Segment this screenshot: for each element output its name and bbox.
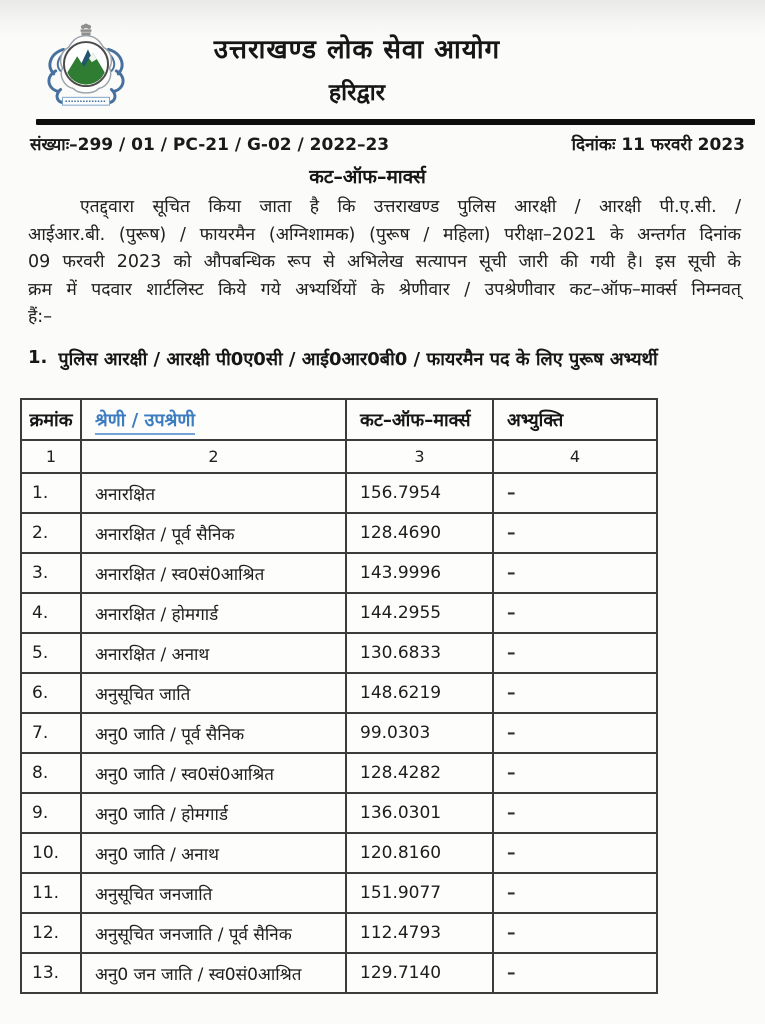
category-cell: अनारक्षित / अनाथ bbox=[80, 632, 347, 674]
paragraph-line: हैं:– bbox=[28, 307, 52, 328]
marks-cell: 151.9077 bbox=[345, 872, 494, 914]
remark-cell: – bbox=[492, 672, 658, 714]
remark-cell: – bbox=[492, 472, 658, 514]
serial-cell: 5. bbox=[20, 632, 82, 674]
category-cell: अनारक्षित / होमगार्ड bbox=[80, 592, 347, 634]
table-row: 13. अनु0 जन जाति / स्व0सं0आश्रित 129.714… bbox=[20, 952, 658, 994]
table-row: 4. अनारक्षित / होमगार्ड 144.2955 – bbox=[20, 592, 658, 634]
marks-cell: 128.4690 bbox=[345, 512, 494, 554]
serial-cell: 4. bbox=[20, 592, 82, 634]
reference-line: संख्याः–299 / 01 / PC-21 / G-02 / 2022–2… bbox=[30, 132, 745, 155]
serial-cell: 11. bbox=[20, 872, 82, 914]
table-row: 2. अनारक्षित / पूर्व सैनिक 128.4690 – bbox=[20, 512, 658, 554]
serial-cell: 2. bbox=[20, 512, 82, 554]
category-cell: अनुसूचित जनजाति / पूर्व सैनिक bbox=[80, 912, 347, 954]
paragraph-line: क्रम में पदवार शार्टलिस्ट किये गये अभ्यर… bbox=[28, 279, 741, 300]
category-cell: अनुसूचित जाति bbox=[80, 672, 347, 714]
serial-cell: 9. bbox=[20, 792, 82, 834]
issue-date: दिनांकः 11 फरवरी 2023 bbox=[571, 135, 745, 155]
col-header-marks: कट–ऑफ–मार्क्स bbox=[345, 398, 494, 441]
category-cell: अनु0 जाति / स्व0सं0आश्रित bbox=[80, 752, 347, 794]
marks-cell: 136.0301 bbox=[345, 792, 494, 834]
serial-cell: 12. bbox=[20, 912, 82, 954]
remark-cell: – bbox=[492, 832, 658, 874]
section-heading-text: पुलिस आरक्षी / आरक्षी पी0ए0सी / आई0आर0बी… bbox=[58, 349, 658, 370]
column-number: 3 bbox=[345, 439, 494, 474]
category-cell: अनु0 जन जाति / स्व0सं0आश्रित bbox=[80, 952, 347, 994]
marks-cell: 99.0303 bbox=[345, 712, 494, 754]
col-header-remark: अभ्युक्ति bbox=[492, 398, 658, 441]
remark-cell: – bbox=[492, 552, 658, 594]
cutoff-marks-table: क्रमांक श्रेणी / उपश्रेणी कट–ऑफ–मार्क्स … bbox=[20, 398, 658, 994]
serial-cell: 10. bbox=[20, 832, 82, 874]
table-header-row: क्रमांक श्रेणी / उपश्रेणी कट–ऑफ–मार्क्स … bbox=[20, 398, 658, 441]
ref-number: संख्याः–299 / 01 / PC-21 / G-02 / 2022–2… bbox=[30, 135, 390, 155]
category-cell: अनारक्षित / स्व0सं0आश्रित bbox=[80, 552, 347, 594]
remark-cell: – bbox=[492, 592, 658, 634]
column-number-row: 1 2 3 4 bbox=[20, 439, 658, 474]
paragraph-line: 09 फरवरी 2023 को औपबन्धिक रूप से अभिलेख … bbox=[28, 252, 741, 273]
table-row: 3. अनारक्षित / स्व0सं0आश्रित 143.9996 – bbox=[20, 552, 658, 594]
remark-cell: – bbox=[492, 632, 658, 674]
marks-cell: 156.7954 bbox=[345, 472, 494, 514]
column-number: 2 bbox=[80, 439, 347, 474]
category-cell: अनु0 जाति / होमगार्ड bbox=[80, 792, 347, 834]
marks-cell: 120.8160 bbox=[345, 832, 494, 874]
table-row: 8. अनु0 जाति / स्व0सं0आश्रित 128.4282 – bbox=[20, 752, 658, 794]
marks-cell: 130.6833 bbox=[345, 632, 494, 674]
marks-cell: 148.6219 bbox=[345, 672, 494, 714]
table-row: 11. अनुसूचित जनजाति 151.9077 – bbox=[20, 872, 658, 914]
org-place: हरिद्वार bbox=[328, 80, 386, 106]
table-row: 1. अनारक्षित 156.7954 – bbox=[20, 472, 658, 514]
subject-title: कट–ऑफ–मार्क्स bbox=[309, 166, 426, 188]
col-header-category: श्रेणी / उपश्रेणी bbox=[80, 398, 347, 441]
section-heading: 1. पुलिस आरक्षी / आरक्षी पी0ए0सी / आई0आर… bbox=[28, 347, 745, 371]
table-row: 5. अनारक्षित / अनाथ 130.6833 – bbox=[20, 632, 658, 674]
table-row: 12. अनुसूचित जनजाति / पूर्व सैनिक 112.47… bbox=[20, 912, 658, 954]
remark-cell: – bbox=[492, 872, 658, 914]
table-row: 10. अनु0 जाति / अनाथ 120.8160 – bbox=[20, 832, 658, 874]
remark-cell: – bbox=[492, 752, 658, 794]
category-cell: अनारक्षित / पूर्व सैनिक bbox=[80, 512, 347, 554]
serial-cell: 3. bbox=[20, 552, 82, 594]
remark-cell: – bbox=[492, 712, 658, 754]
category-cell: अनारक्षित bbox=[80, 472, 347, 514]
serial-cell: 6. bbox=[20, 672, 82, 714]
org-name: उत्तराखण्ड लोक सेवा आयोग bbox=[213, 35, 501, 65]
marks-cell: 112.4793 bbox=[345, 912, 494, 954]
marks-cell: 144.2955 bbox=[345, 592, 494, 634]
paragraph-line: एतद्द्वारा सूचित किया जाता है कि उत्तराख… bbox=[80, 197, 741, 217]
section-number: 1. bbox=[28, 347, 48, 368]
emblem-caption-ribbon bbox=[62, 96, 110, 106]
letterhead: उत्तराखण्ड लोक सेवा आयोग हरिद्वार bbox=[214, 30, 500, 107]
serial-cell: 13. bbox=[20, 952, 82, 994]
body-paragraph: एतद्द्वारा सूचित किया जाता है कि उत्तराख… bbox=[28, 194, 741, 332]
remark-cell: – bbox=[492, 512, 658, 554]
table-row: 9. अनु0 जाति / होमगार्ड 136.0301 – bbox=[20, 792, 658, 834]
serial-cell: 8. bbox=[20, 752, 82, 794]
marks-cell: 143.9996 bbox=[345, 552, 494, 594]
column-number: 1 bbox=[20, 439, 82, 474]
remark-cell: – bbox=[492, 792, 658, 834]
header-divider bbox=[36, 119, 755, 125]
marks-cell: 128.4282 bbox=[345, 752, 494, 794]
marks-cell: 129.7140 bbox=[345, 952, 494, 994]
serial-cell: 7. bbox=[20, 712, 82, 754]
category-header-link: श्रेणी / उपश्रेणी bbox=[95, 409, 196, 435]
table-row: 7. अनु0 जाति / पूर्व सैनिक 99.0303 – bbox=[20, 712, 658, 754]
uttarakhand-psc-emblem-logo bbox=[47, 23, 125, 106]
remark-cell: – bbox=[492, 952, 658, 994]
table-row: 6. अनुसूचित जाति 148.6219 – bbox=[20, 672, 658, 714]
category-cell: अनुसूचित जनजाति bbox=[80, 872, 347, 914]
serial-cell: 1. bbox=[20, 472, 82, 514]
category-cell: अनु0 जाति / अनाथ bbox=[80, 832, 347, 874]
col-header-serial: क्रमांक bbox=[20, 398, 82, 441]
mountains-icon bbox=[65, 49, 107, 85]
category-cell: अनु0 जाति / पूर्व सैनिक bbox=[80, 712, 347, 754]
remark-cell: – bbox=[492, 912, 658, 954]
column-number: 4 bbox=[492, 439, 658, 474]
paragraph-line: आईआर.बी. (पुरूष) / फायरमैन (अग्निशामक) (… bbox=[28, 224, 741, 245]
